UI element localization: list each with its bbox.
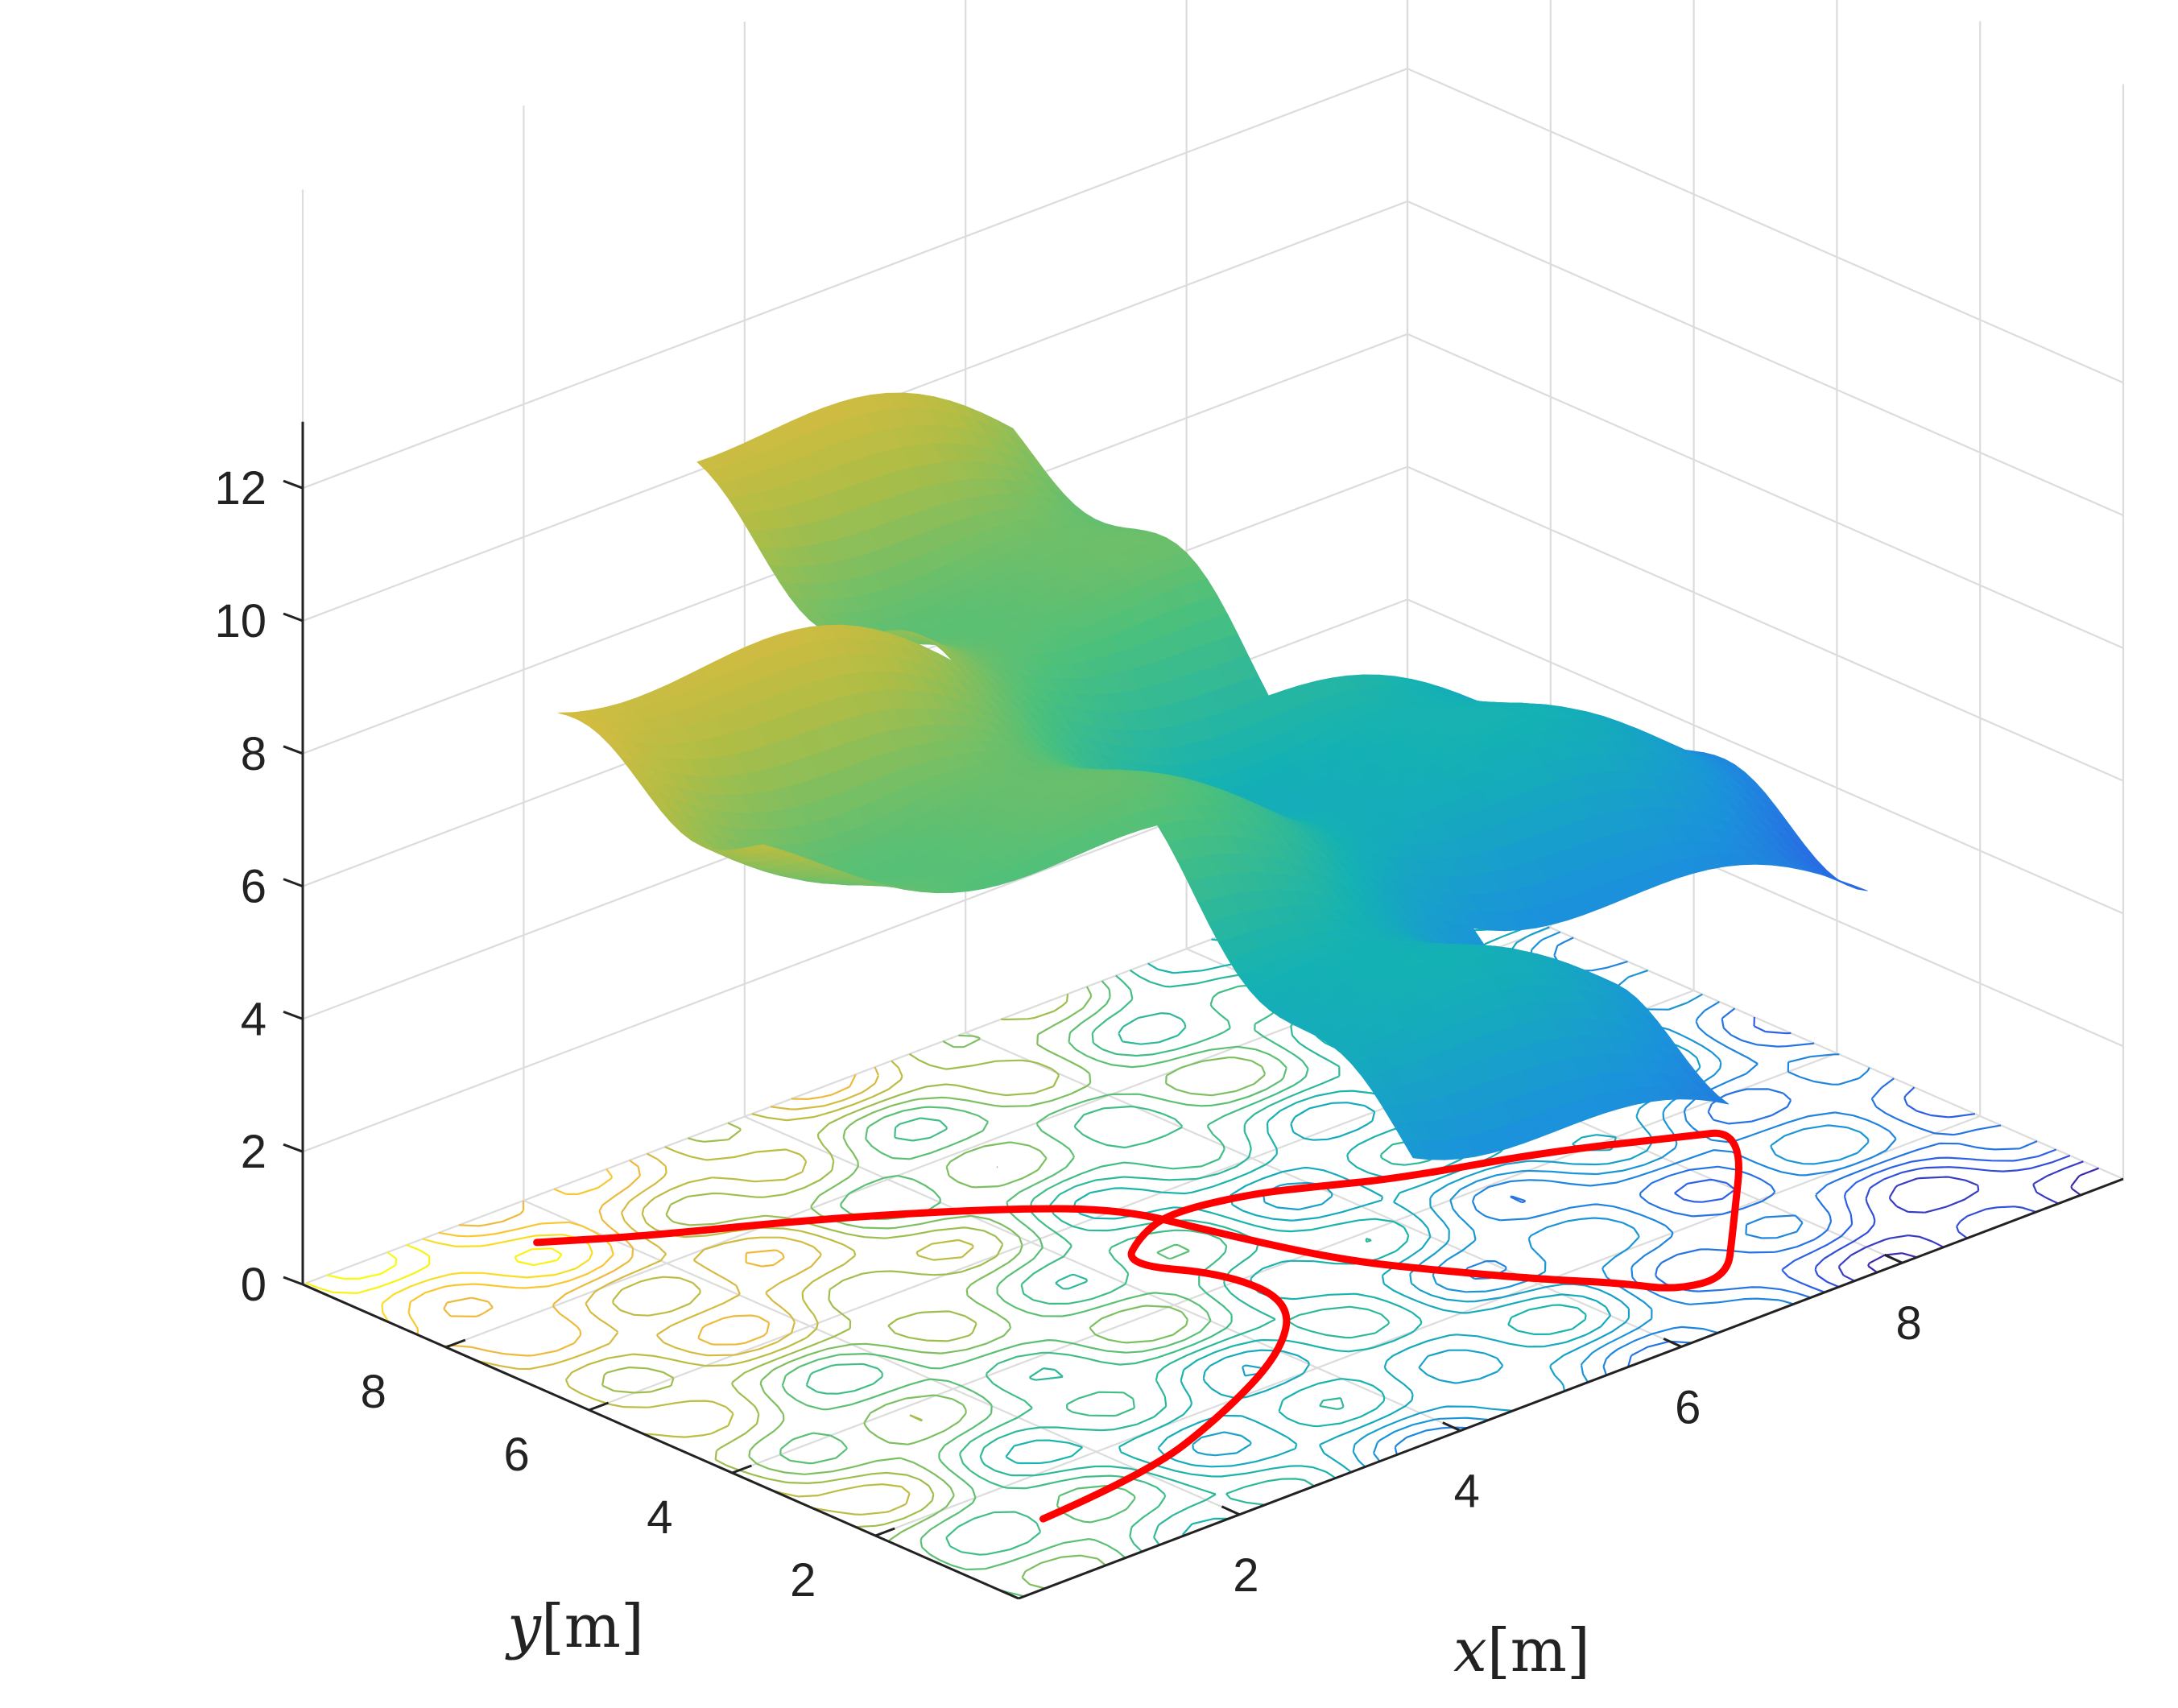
contour-line (1814, 1154, 2071, 1288)
z-tick-label: 0 (241, 1259, 267, 1311)
z-tick-label: 4 (241, 993, 267, 1045)
y-tick-label: 6 (503, 1429, 529, 1481)
x-axis-label: x[m] (1453, 1616, 1590, 1685)
contour-line (779, 980, 1287, 1598)
z-tick-label: 2 (241, 1126, 267, 1178)
contour-line (407, 1168, 614, 1335)
contour-line (601, 994, 1069, 1528)
trajectory-path (533, 1129, 1742, 1523)
contour-line (805, 899, 1314, 1556)
contour-line (326, 1251, 398, 1280)
contour-line (305, 1243, 563, 1294)
contour-line (1837, 1160, 2084, 1282)
x-tick-label: 8 (1895, 1297, 1921, 1350)
z-tick-label: 12 (214, 462, 267, 515)
contour-line (1867, 1167, 2099, 1273)
tick-labels: 2 4 6 8 2 4 6 8 0 2 4 6 8 10 12 (214, 462, 1921, 1607)
contour-line (1510, 1007, 2038, 1367)
x-tick-label: 2 (1233, 1549, 1258, 1602)
contour-plot (305, 875, 2099, 1598)
z-tick-label: 8 (241, 728, 267, 780)
axes-lines (283, 421, 2124, 1600)
y-axis-label: y[m] (505, 1592, 644, 1661)
z-tick-label: 6 (241, 861, 267, 913)
y-tick-label: 2 (790, 1554, 816, 1607)
x-tick-label: 4 (1454, 1466, 1480, 1518)
contour-line (564, 1060, 974, 1516)
y-tick-label: 8 (361, 1366, 386, 1418)
surface-mesh (558, 392, 1868, 1160)
path-line (533, 1129, 1742, 1523)
contour-line (443, 1074, 857, 1357)
contour-line (477, 1066, 880, 1371)
x-tick-label: 6 (1675, 1381, 1701, 1433)
contour-line (748, 986, 1267, 1590)
y-tick-label: 4 (647, 1491, 672, 1544)
contour-line (1674, 1016, 2057, 1293)
z-tick-label: 10 (214, 595, 267, 647)
